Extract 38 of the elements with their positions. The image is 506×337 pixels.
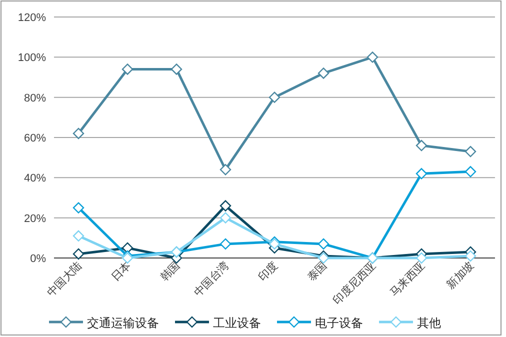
y-tick-label: 0% xyxy=(30,253,46,265)
x-tick-label: 泰国 xyxy=(306,260,330,284)
point xyxy=(72,202,84,214)
y-tick-label: 100% xyxy=(18,52,46,64)
x-tick-label: 日本 xyxy=(108,258,134,284)
point xyxy=(220,212,232,224)
point xyxy=(464,166,476,178)
point xyxy=(72,248,84,260)
point xyxy=(416,140,428,152)
y-tick-label: 60% xyxy=(24,132,46,144)
x-tick-label: 马来西亚 xyxy=(387,258,428,300)
legend-label: 工业设备 xyxy=(213,316,261,330)
point xyxy=(220,200,232,212)
x-tick-label: 新加坡 xyxy=(444,258,477,292)
legend-label: 电子设备 xyxy=(315,316,363,330)
legend-label: 交通运输设备 xyxy=(87,316,159,330)
point xyxy=(170,64,182,75)
point xyxy=(268,92,280,103)
y-tick-label: 20% xyxy=(24,212,46,225)
point xyxy=(416,168,428,180)
point xyxy=(318,238,330,250)
point xyxy=(220,238,232,250)
x-tick-label: 印度 xyxy=(256,258,281,284)
y-tick-label: 80% xyxy=(24,92,46,104)
point xyxy=(72,230,84,242)
y-tick-label: 120% xyxy=(18,12,46,24)
point xyxy=(366,52,378,63)
point xyxy=(122,64,134,75)
x-tick-label: 韩国 xyxy=(158,258,183,284)
y-tick-label: 40% xyxy=(24,172,46,185)
point xyxy=(464,146,476,158)
x-tick-label: 中国台湾 xyxy=(191,258,232,300)
point xyxy=(72,128,84,140)
point xyxy=(220,164,232,176)
x-tick-label: 印度尼西亚 xyxy=(330,258,379,308)
point xyxy=(464,250,476,262)
legend-label: 其他 xyxy=(417,316,441,330)
point xyxy=(318,68,330,79)
